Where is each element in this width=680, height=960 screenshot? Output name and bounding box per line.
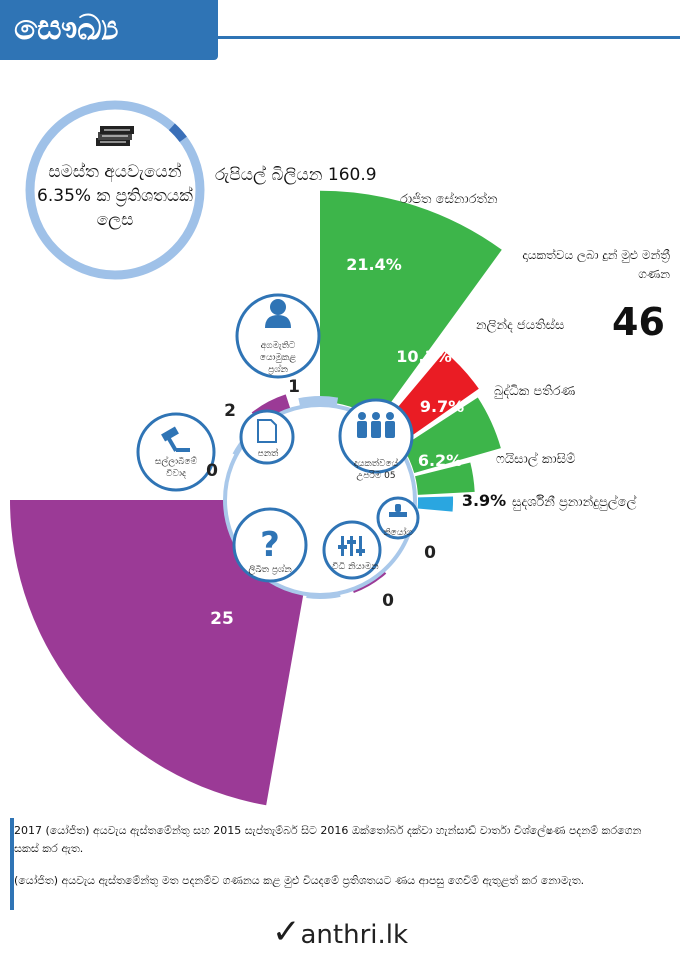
footer-notes: 2017 (යෝජිත) අයවැය ඇස්තමේන්තු සහ 2015 සැ… [14,822,654,904]
member-value-4: 6.2% [418,451,462,470]
gavel-icon [161,426,190,452]
logo-text: anthri.lk [300,920,409,950]
people-group-icon [357,412,395,438]
member-value-2: 10.3% [396,347,452,366]
person-icon [265,299,291,328]
caption-adjournment-debates: සල්ලාබීමේ විවාද [154,457,198,479]
person-icon-circle [235,293,321,379]
member-value-5: 3.9% [462,491,506,510]
stamp-icon-circle [376,496,420,540]
header-tab: සෞඛ්‍ය [0,0,218,60]
logo-check-mark: ✓ [272,912,301,952]
stamp-icon [389,504,407,517]
member-value-3: 9.7% [420,397,464,416]
activity-count-5: 0 [382,591,394,611]
member-name-1: රාජිත සේනාරත්න [400,192,498,207]
member-wedge-3 [402,397,501,473]
manthri-logo: ✓anthri.lk [272,912,408,952]
document-icon-circle [239,409,295,465]
caption-pm-questions: අගමැතිට යොමුකළ ප්‍රශ්න [259,341,297,375]
mp-count: 46 [612,300,665,344]
page-title: සෞඛ්‍ය [14,8,119,48]
budget-amount: රුපියල් බිලියන 160.9 [215,165,377,185]
sliders-icon [338,536,365,556]
footer-accent-bar [10,818,14,910]
member-wedge-1 [320,190,502,421]
activity-count-2: 2 [224,401,236,421]
footer-note-2: (යෝජිත) අයවැය ඇස්තමේන්තු මත පදනම්ව ගණනය … [14,874,585,887]
caption-written-questions: ලිඛිත ප්‍රශ්න [248,565,292,575]
member-wedge-5 [417,496,454,512]
center-caption: දායකත්වයේ උපරිම 05 [353,459,399,481]
activity-count-6: 0 [424,543,436,563]
caption-orders: නියෝග [383,528,413,538]
member-value-1: 21.4% [346,255,402,274]
budget-share-text: සමස්ත අයවැයෙන් 6.35% ක ප්‍රතිශතයක් ලෙස [37,162,193,230]
document-icon [257,419,277,443]
mp-count-label: දායකත්වය ලබා දුන් මුළු මන්ත්‍රී ගණන [522,248,670,281]
gavel-icon-circle [136,412,216,492]
budget-ring [25,100,205,280]
question-icon: ? [260,525,280,565]
activity-wedge-4 [10,500,304,806]
member-name-5: සුදර්ශිනී ප්‍රනාන්දුපුල්ලේ [512,495,637,510]
member-name-3: බුද්ධික පතිරණ [494,384,576,399]
center-ring [223,403,417,597]
header-rule [218,36,680,39]
footer-note-1: 2017 (යෝජිත) අයවැය ඇස්තමේන්තු සහ 2015 සැ… [14,824,642,855]
caption-regulations: විධි නියාමන [332,562,379,572]
money-stack-icon [96,126,134,146]
caption-acts: පනත් [257,449,279,459]
question-icon-circle: ? [232,507,308,583]
member-wedge-4 [415,462,475,495]
activity-count-4: 25 [210,609,234,629]
sliders-icon-circle [322,520,382,580]
center-icon-circle [338,398,414,474]
member-name-4: ෆයිසාල් කාසිම් [496,452,576,467]
activity-count-3: 0 [206,461,218,481]
member-name-2: නලින්ද ජයතිස්ස [476,318,565,333]
activity-count-1: 1 [288,377,300,397]
